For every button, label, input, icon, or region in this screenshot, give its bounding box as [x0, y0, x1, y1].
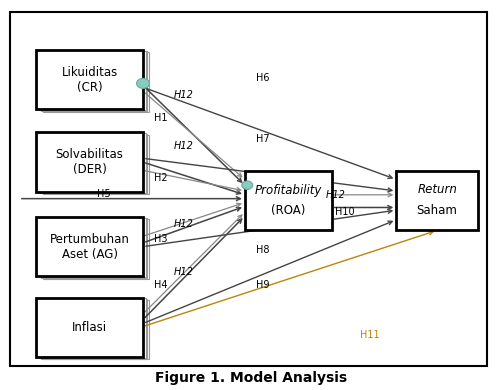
FancyBboxPatch shape — [36, 50, 143, 109]
FancyBboxPatch shape — [244, 171, 331, 230]
Circle shape — [136, 78, 149, 89]
Text: H11: H11 — [360, 330, 379, 340]
FancyBboxPatch shape — [39, 218, 145, 277]
Text: H6: H6 — [256, 73, 269, 83]
FancyBboxPatch shape — [39, 298, 145, 358]
Text: H8: H8 — [256, 245, 269, 255]
FancyBboxPatch shape — [41, 299, 147, 358]
Text: Return: Return — [416, 183, 456, 196]
FancyBboxPatch shape — [10, 12, 486, 366]
Text: H7: H7 — [256, 134, 269, 144]
Text: H12: H12 — [325, 190, 345, 200]
FancyBboxPatch shape — [43, 135, 149, 194]
Text: H1: H1 — [154, 113, 167, 123]
FancyBboxPatch shape — [41, 51, 147, 111]
FancyBboxPatch shape — [39, 133, 145, 193]
Text: H3: H3 — [154, 234, 167, 244]
Text: Profitability: Profitability — [254, 184, 321, 197]
Text: H12: H12 — [174, 219, 193, 229]
Text: H12: H12 — [174, 141, 193, 151]
FancyBboxPatch shape — [41, 134, 147, 193]
Text: Saham: Saham — [416, 204, 457, 217]
Text: Solvabilitas
(DER): Solvabilitas (DER) — [56, 148, 123, 176]
FancyBboxPatch shape — [43, 219, 149, 279]
FancyBboxPatch shape — [41, 218, 147, 278]
FancyBboxPatch shape — [395, 171, 477, 230]
Text: H10: H10 — [335, 207, 354, 217]
Text: Likuiditas
(CR): Likuiditas (CR) — [62, 66, 118, 94]
Text: H4: H4 — [154, 280, 167, 290]
FancyBboxPatch shape — [39, 51, 145, 110]
Text: H12: H12 — [174, 268, 193, 277]
Text: H2: H2 — [154, 172, 167, 183]
FancyBboxPatch shape — [36, 132, 143, 192]
FancyBboxPatch shape — [36, 217, 143, 277]
FancyBboxPatch shape — [43, 300, 149, 359]
FancyBboxPatch shape — [43, 52, 149, 112]
Text: H5: H5 — [97, 189, 111, 199]
FancyBboxPatch shape — [36, 298, 143, 357]
Text: Inflasi: Inflasi — [72, 321, 107, 334]
Text: (ROA): (ROA) — [271, 204, 305, 217]
Text: Pertumbuhan
Aset (AG): Pertumbuhan Aset (AG) — [50, 233, 129, 261]
Text: Figure 1. Model Analysis: Figure 1. Model Analysis — [155, 371, 346, 385]
Text: H12: H12 — [174, 90, 193, 100]
Text: H9: H9 — [256, 280, 269, 290]
Circle shape — [241, 181, 252, 190]
